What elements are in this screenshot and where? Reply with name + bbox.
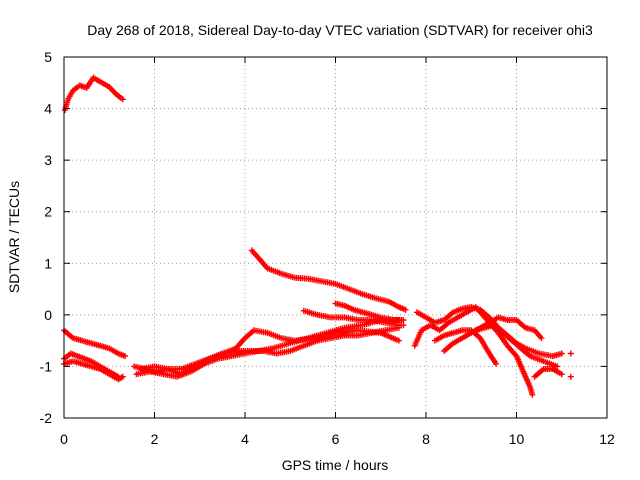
y-axis-title: SDTVAR / TECUs	[6, 181, 22, 293]
y-tick-label: 5	[44, 49, 52, 65]
data-point	[567, 350, 574, 357]
data-point	[538, 335, 545, 342]
y-tick-label: 4	[44, 101, 52, 117]
series-arc-14	[441, 314, 545, 354]
x-axis-title: GPS time / hours	[282, 457, 389, 473]
data-point	[119, 96, 126, 103]
y-tick-label: 0	[44, 307, 52, 323]
y-tick-labels: -2 -1 0 1 2 3 4 5	[40, 49, 53, 426]
series-arc-2	[61, 327, 129, 360]
x-tick-label: 8	[422, 431, 430, 447]
data-point	[402, 306, 409, 313]
series-arc-10	[332, 300, 407, 323]
data-point	[115, 373, 122, 380]
data-point	[395, 337, 402, 344]
x-tick-label: 12	[599, 431, 615, 447]
x-tick-label: 0	[60, 431, 68, 447]
chart-title: Day 268 of 2018, Sidereal Day-to-day VTE…	[87, 22, 593, 38]
grid	[64, 57, 607, 418]
series-arc-16	[531, 366, 565, 380]
series-arc-7	[137, 324, 402, 372]
data-point	[493, 360, 500, 367]
data-point	[529, 391, 536, 398]
x-tick-label: 4	[241, 431, 249, 447]
series-arc-1	[61, 74, 126, 114]
data-point	[558, 371, 565, 378]
data-point	[400, 317, 407, 323]
series-arc-15	[472, 322, 561, 370]
series-arc-4	[61, 350, 122, 380]
y-tick-label: 1	[44, 255, 52, 271]
data-marks	[61, 74, 574, 398]
series-arc-17	[567, 350, 574, 380]
x-tick-labels: 0 2 4 6 8 10 12	[60, 431, 615, 447]
y-tick-label: 2	[44, 204, 52, 220]
axis-ticks	[63, 56, 608, 419]
series-arc-13	[432, 327, 500, 367]
data-point	[558, 350, 565, 357]
series-arc-8	[248, 247, 409, 313]
data-point	[122, 353, 129, 360]
data-point	[567, 373, 574, 380]
y-tick-label: -2	[40, 410, 53, 426]
data-point	[554, 363, 561, 370]
x-tick-label: 6	[332, 431, 340, 447]
x-tick-label: 10	[509, 431, 525, 447]
x-tick-label: 2	[151, 431, 159, 447]
y-tick-label: 3	[44, 152, 52, 168]
y-tick-label: -1	[40, 358, 53, 374]
data-point	[400, 322, 407, 329]
